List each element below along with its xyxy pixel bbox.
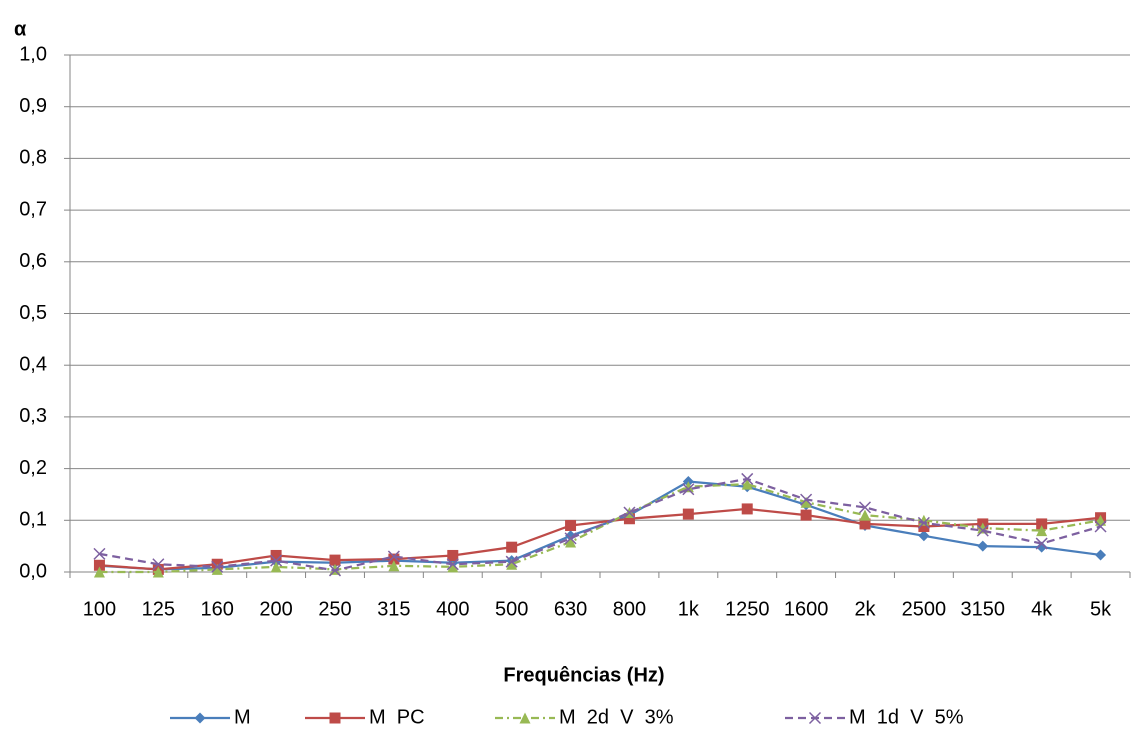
marker	[565, 536, 577, 548]
x-tick-label: 250	[318, 598, 351, 620]
x-tick-label: 1600	[784, 598, 829, 620]
marker	[741, 478, 753, 490]
marker	[270, 554, 283, 567]
marker	[519, 712, 531, 724]
legend-label: M 2d V 3%	[559, 706, 674, 728]
x-tick-label: 500	[495, 598, 528, 620]
marker	[976, 524, 989, 537]
marker	[565, 519, 577, 531]
marker	[859, 518, 871, 530]
marker	[977, 540, 989, 552]
legend-label: M 1d V 5%	[849, 706, 964, 728]
marker	[447, 561, 459, 573]
x-tick-label: 2k	[854, 598, 876, 620]
marker	[152, 558, 165, 571]
marker	[329, 554, 341, 566]
marker	[918, 530, 930, 542]
marker	[93, 547, 106, 560]
marker	[211, 563, 223, 575]
x-tick-label: 800	[613, 598, 646, 620]
y-tick-label: 0,9	[19, 95, 47, 117]
y-axis-title: α	[14, 18, 27, 40]
y-tick-label: 0,8	[19, 147, 47, 169]
marker	[270, 549, 282, 561]
y-tick-label: 0,0	[19, 560, 47, 582]
x-tick-label: 160	[201, 598, 234, 620]
marker	[1036, 525, 1048, 537]
marker	[388, 553, 400, 565]
marker	[1035, 537, 1048, 550]
marker	[505, 555, 518, 568]
y-tick-label: 0,3	[19, 405, 47, 427]
marker	[800, 493, 813, 506]
marker	[800, 496, 812, 508]
marker	[328, 564, 342, 577]
marker	[447, 549, 459, 561]
legend-label: M PC	[369, 706, 425, 728]
y-tick-label: 0,6	[19, 250, 47, 272]
marker	[506, 541, 518, 553]
x-tick-label: 4k	[1031, 598, 1053, 620]
marker	[270, 561, 282, 573]
marker	[446, 558, 459, 571]
marker	[623, 513, 635, 525]
marker	[152, 566, 164, 578]
x-tick-label: 1k	[678, 598, 700, 620]
marker	[1036, 518, 1048, 530]
marker	[741, 503, 753, 515]
marker	[808, 711, 822, 725]
marker	[93, 566, 105, 578]
y-tick-label: 0,5	[19, 302, 47, 324]
y-tick-label: 0,2	[19, 457, 47, 479]
x-tick-label: 200	[259, 598, 292, 620]
marker	[858, 501, 872, 514]
marker	[506, 558, 518, 570]
x-tick-label: 100	[83, 598, 116, 620]
marker	[800, 509, 812, 521]
x-tick-label: 5k	[1090, 598, 1112, 620]
legend-label: M	[234, 706, 251, 728]
marker	[917, 516, 930, 529]
marker	[623, 506, 636, 519]
marker	[741, 472, 754, 485]
x-tick-label: 400	[436, 598, 469, 620]
marker	[682, 483, 695, 496]
y-tick-label: 0,4	[19, 353, 47, 375]
marker	[859, 509, 871, 521]
x-tick-label: 125	[142, 598, 175, 620]
x-tick-label: 2500	[902, 598, 947, 620]
series-line	[99, 477, 1101, 572]
marker	[918, 521, 930, 533]
marker	[1036, 541, 1048, 553]
x-tick-label: 1250	[725, 598, 770, 620]
x-tick-label: 630	[554, 598, 587, 620]
y-tick-label: 1,0	[19, 43, 47, 65]
y-tick-label: 0,7	[19, 198, 47, 220]
series-line	[99, 482, 1101, 574]
marker	[682, 508, 694, 520]
marker	[329, 712, 341, 724]
marker	[565, 530, 577, 542]
marker	[564, 532, 577, 545]
series-line	[99, 507, 1101, 571]
marker	[211, 560, 224, 573]
marker	[388, 560, 400, 572]
x-axis-title: Frequências (Hz)	[503, 664, 664, 686]
marker	[1094, 520, 1107, 533]
x-tick-label: 3150	[961, 598, 1006, 620]
marker	[93, 559, 105, 571]
marker	[1095, 549, 1107, 561]
marker	[387, 550, 400, 563]
y-tick-label: 0,1	[19, 509, 47, 531]
x-tick-label: 315	[377, 598, 410, 620]
marker	[194, 712, 206, 724]
